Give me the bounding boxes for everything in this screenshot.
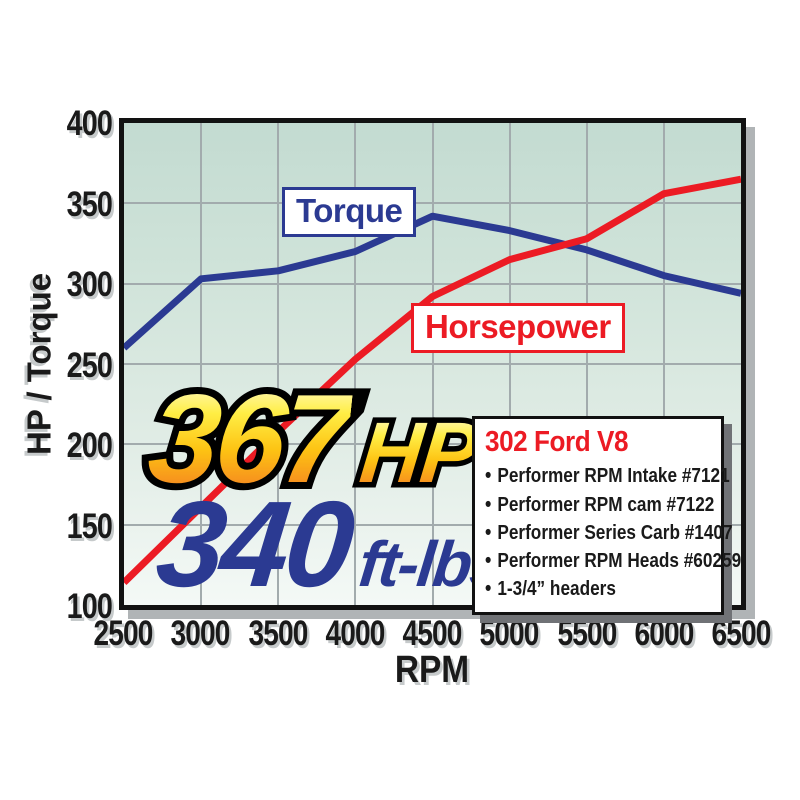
x-axis-ticks: 2500 3000 3500 4000 4500 5000 5500 6000 6500: [93, 614, 771, 656]
chart-lines: [124, 175, 741, 586]
horsepower-line: [124, 175, 741, 586]
horizontal-gridline: [124, 282, 741, 285]
bullet-icon: •: [485, 464, 492, 488]
x-tick-label: 5000: [479, 614, 539, 653]
bullet-icon: •: [485, 520, 492, 544]
torque-line: [124, 212, 741, 351]
spec-list-item: • 1-3/4” headers: [485, 575, 679, 603]
y-tick-label: 100: [66, 587, 113, 626]
y-axis-ticks: 400 350 300 250 200 150 100: [18, 106, 113, 624]
bullet-icon: •: [485, 576, 492, 600]
x-axis-title: RPM: [394, 649, 470, 691]
horizontal-gridline: [124, 443, 741, 446]
y-tick-label: 250: [66, 346, 113, 385]
x-tick-label: 4500: [402, 614, 462, 653]
x-tick-label: 3000: [170, 614, 230, 653]
torque-series-label: Torque: [282, 187, 417, 237]
spec-box-title: 302 Ford V8: [485, 426, 629, 458]
spec-list-item: • Performer RPM Heads #60259: [485, 547, 741, 575]
bullet-icon: •: [485, 548, 492, 572]
horsepower-series-label: Horsepower: [411, 303, 625, 353]
plot-area: [119, 118, 746, 610]
y-tick-label: 400: [66, 104, 113, 143]
x-tick-label: 4000: [325, 614, 385, 653]
spec-list: • Performer RPM Intake #7121 • Performer RP…: [485, 462, 741, 603]
spec-list-item: • Performer RPM Intake #7121: [485, 462, 730, 490]
y-tick-label: 350: [66, 185, 113, 224]
x-tick-label: 6000: [634, 614, 694, 653]
y-axis-title: HP / Torque: [20, 272, 58, 455]
spec-list-item: • Performer Series Carb #1407: [485, 519, 733, 547]
y-tick-label: 300: [66, 265, 113, 304]
y-tick-label: 150: [66, 507, 113, 546]
horizontal-gridline: [124, 202, 741, 205]
spec-box: 302 Ford V8 • Performer RPM Intake #7121 •…: [472, 416, 741, 616]
spec-list-item: • Performer RPM cam #7122: [485, 491, 714, 519]
bullet-icon: •: [485, 492, 492, 516]
y-tick-label: 200: [66, 426, 113, 465]
x-tick-label: 6500: [711, 614, 771, 653]
horizontal-gridline: [124, 523, 741, 526]
peak-torque-value: 340: [150, 476, 357, 612]
peak-torque-callout: 340ft-lbs: [151, 476, 513, 612]
x-tick-label: 3500: [248, 614, 308, 653]
horizontal-gridline: [124, 363, 741, 365]
x-tick-label: 5500: [557, 614, 617, 653]
x-tick-label: 2500: [93, 614, 153, 653]
